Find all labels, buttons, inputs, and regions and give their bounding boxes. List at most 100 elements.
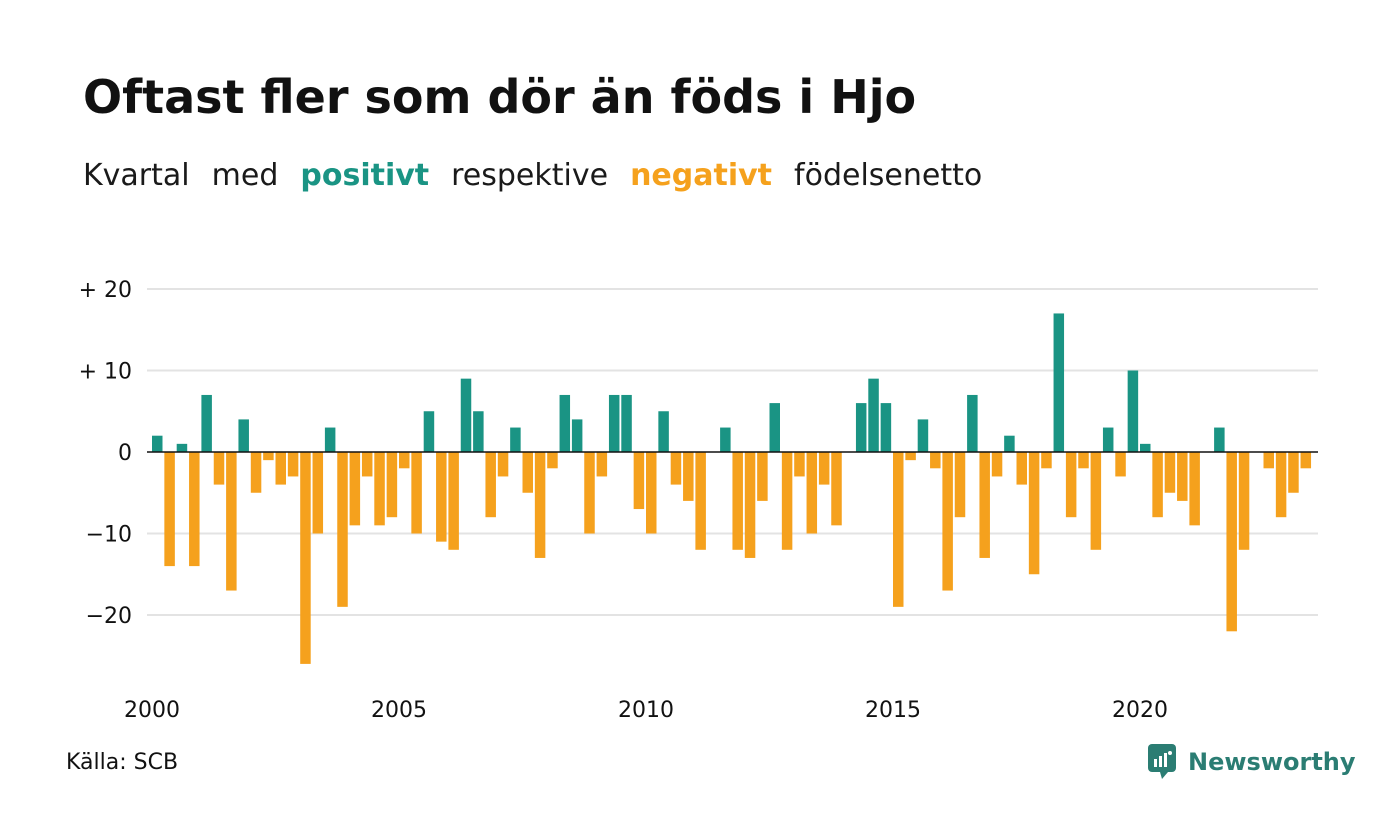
y-tick-label: −10 [86,523,132,548]
bar-negative [399,452,410,469]
bar-positive [1053,313,1065,452]
bar-positive [423,411,435,452]
bar-positive [1214,427,1225,452]
bar-negative [287,452,299,477]
bar-positive [917,419,929,452]
y-tick-label: + 10 [79,360,132,385]
bar-negative [1177,452,1188,501]
bar-negative [164,452,175,567]
bar-negative [633,452,645,510]
bar-positive [571,419,583,452]
bar-negative [349,452,361,526]
bar-positive [769,403,780,452]
y-tick-label: + 20 [79,278,132,303]
x-tick-label: 2015 [865,698,921,723]
bar-negative [300,452,311,664]
bar-negative [250,452,262,493]
bar-positive [1140,443,1151,452]
bar-positive [621,394,632,452]
subtitle-text-4: födelsenetto [794,158,983,193]
bar-positive [1102,427,1114,452]
bar-negative [905,452,916,461]
bar-positive [460,378,472,452]
brand-name: Newsworthy [1188,748,1356,776]
bar-negative [1028,452,1040,575]
bar-positive [608,394,620,452]
bar-negative [189,452,200,567]
bar-negative [1115,452,1126,477]
x-tick-label: 2005 [371,698,427,723]
newsworthy-logo-icon [1148,744,1176,779]
bar-negative [374,452,385,526]
bar-negative [930,452,941,469]
bar-negative [954,452,966,518]
bar-negative [547,452,558,469]
subtitle-text-1: Kvartal [83,158,190,193]
bar-positive [201,394,212,452]
brand-logo: Newsworthy [1148,744,1356,780]
bar-negative [646,452,657,534]
bar-positive [868,378,879,452]
bar-positive [855,403,867,452]
chart-subtitle: Kvartal med positivt respektive negativt föde… [83,158,1004,193]
bar-negative [337,452,348,607]
chart-title: Oftast fler som dör än föds i Hjo [83,70,917,124]
bar-negative [226,452,237,591]
bar-negative [806,452,818,534]
bar-negative [1226,452,1237,632]
subtitle-text-3: respektive [451,158,609,193]
bar-positive [967,394,978,452]
bar-positive [510,427,521,452]
bar-negative [1041,452,1052,469]
bar-positive [1127,370,1139,452]
bar-negative [485,452,496,518]
y-tick-label: 0 [118,441,132,466]
bar-negative [448,452,459,550]
bar-negative [275,452,286,485]
bar-negative [386,452,398,518]
bar-negative [1078,452,1089,469]
x-tick-label: 2010 [618,698,674,723]
bar-positive [324,427,336,452]
bar-negative [781,452,793,550]
bar-negative [213,452,225,485]
bar-negative [1090,452,1102,550]
bar-negative [1164,452,1176,493]
bar-negative [1065,452,1077,518]
bar-positive [880,403,892,452]
subtitle-negative-label: negativt [630,158,773,193]
bar-negative [744,452,756,558]
subtitle-text-2: med [211,158,279,193]
y-tick-label: −20 [86,604,132,629]
bar-negative [893,452,904,607]
bar-negative [1152,452,1163,518]
x-tick-label: 2000 [124,698,180,723]
bar-chart: + 20 + 10 0 −10 −20 2000 2005 2010 2015 2020 [79,278,1318,723]
bar-positive [473,411,484,452]
bar-positive [658,411,669,452]
bar-negative [596,452,608,477]
bar-negative [584,452,595,534]
bar-negative [1300,452,1312,469]
bar-positive [176,443,188,452]
bar-negative [670,452,682,485]
bar-negative [1263,452,1274,469]
source-note: Källa: SCB [66,750,179,775]
bar-positive [559,394,571,452]
bar-negative [942,452,953,591]
bar-positive [238,419,249,452]
bar-negative [757,452,768,501]
bar-positive [152,435,163,452]
bar-negative [991,452,1003,477]
bar-negative [683,452,694,501]
bar-negative [263,452,274,461]
bar-negative [695,452,706,550]
bar-positive [1004,435,1015,452]
bar-negative [312,452,324,534]
bar-negative [979,452,990,558]
bar-negative [831,452,842,526]
bar-negative [1016,452,1027,485]
bar-negative [1288,452,1299,493]
subtitle-positive-label: positivt [300,158,430,193]
bar-negative [794,452,805,477]
